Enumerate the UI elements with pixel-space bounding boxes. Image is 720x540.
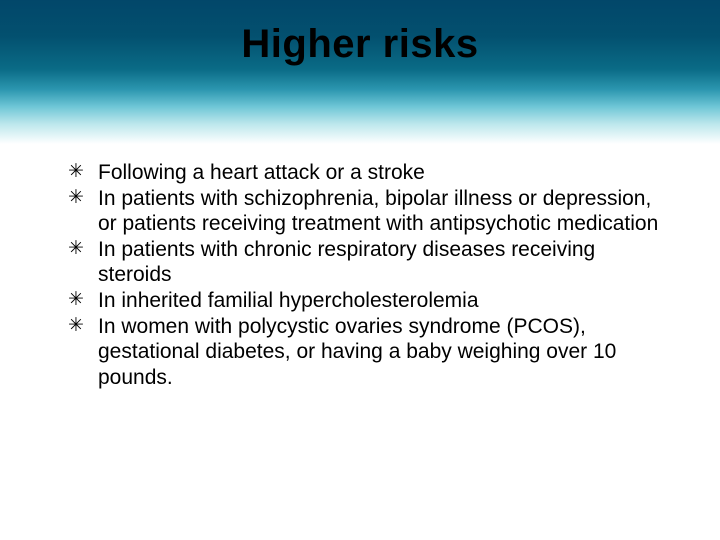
slide: Higher risks ✳ Following a heart attack … [0, 0, 720, 540]
bullet-icon: ✳ [68, 290, 84, 311]
list-item: ✳ In patients with schizophrenia, bipola… [68, 186, 672, 237]
bullet-icon: ✳ [68, 162, 84, 183]
bullet-icon: ✳ [68, 239, 84, 260]
bullet-icon: ✳ [68, 188, 84, 209]
list-item: ✳ In women with polycystic ovaries syndr… [68, 314, 672, 391]
bullet-text: In inherited familial hypercholesterolem… [98, 288, 672, 314]
bullet-text: In patients with schizophrenia, bipolar … [98, 186, 672, 237]
slide-title: Higher risks [0, 22, 720, 67]
list-item: ✳ In inherited familial hypercholesterol… [68, 288, 672, 314]
slide-body: ✳ Following a heart attack or a stroke ✳… [68, 160, 672, 390]
bullet-icon: ✳ [68, 316, 84, 337]
list-item: ✳ Following a heart attack or a stroke [68, 160, 672, 186]
bullet-text: In patients with chronic respiratory dis… [98, 237, 672, 288]
bullet-text: Following a heart attack or a stroke [98, 160, 672, 186]
bullet-text: In women with polycystic ovaries syndrom… [98, 314, 672, 391]
list-item: ✳ In patients with chronic respiratory d… [68, 237, 672, 288]
